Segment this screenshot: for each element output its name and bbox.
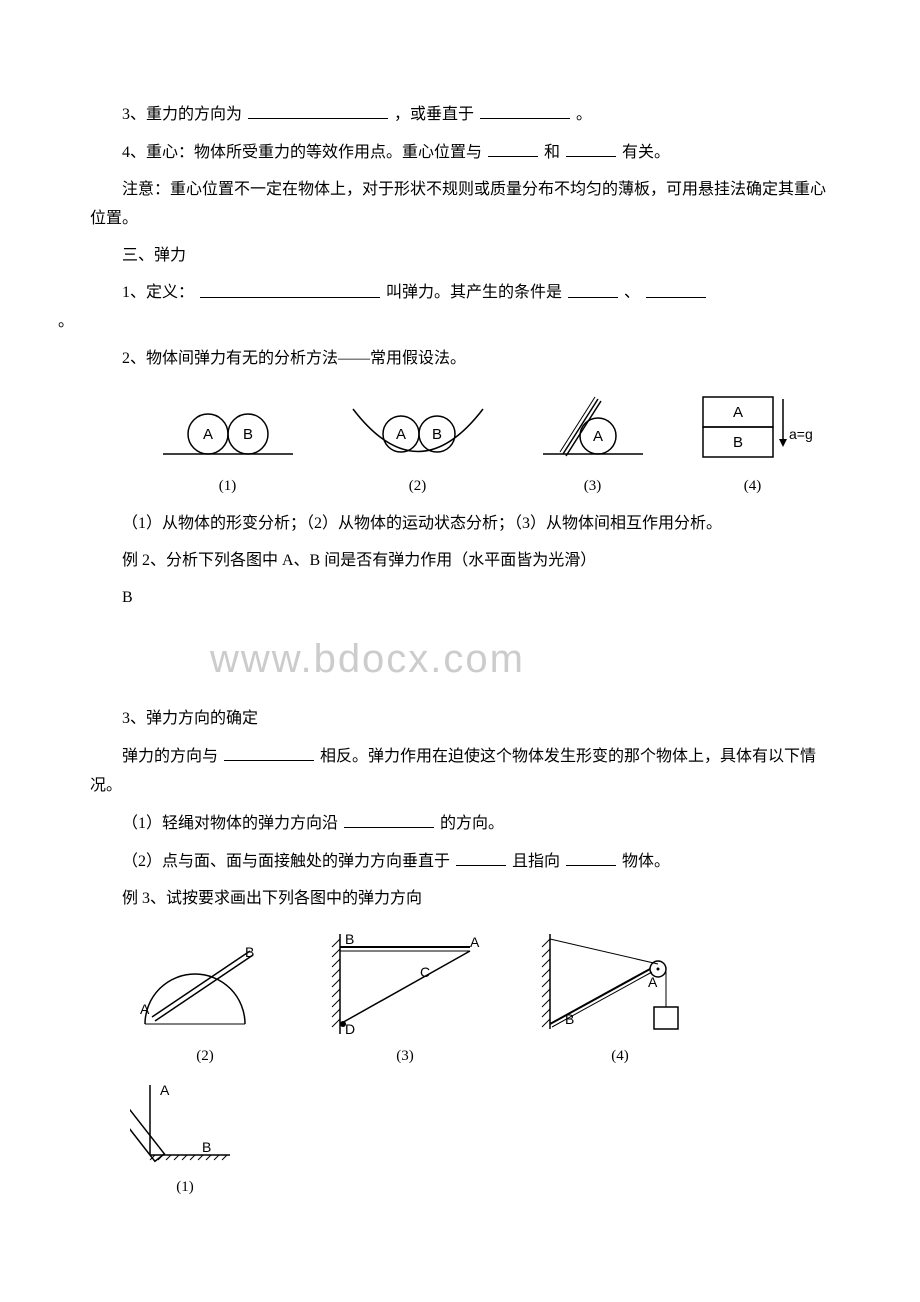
svg-text:A: A	[160, 1082, 170, 1098]
blank	[488, 138, 538, 157]
figure-row-elastic-analysis: A B (1) A B (2) A (3) A B	[140, 389, 830, 500]
diagram-rod-semicircle: A B	[130, 939, 280, 1039]
paragraph-example-2: 例 2、分析下列各图中 A、B 间是否有弹力作用（水平面皆为光滑）	[90, 547, 830, 576]
figure-caption: (1)	[158, 473, 298, 500]
text: 3、重力的方向为	[122, 106, 242, 123]
svg-text:B: B	[245, 944, 254, 960]
paragraph-definition: 1、定义： 叫弹力。其产生的条件是 、 。	[90, 278, 830, 337]
text: 且指向	[512, 853, 560, 870]
figure-4: A B a=g (4)	[693, 389, 813, 500]
text: 有关。	[622, 144, 670, 161]
diagram-two-circles-flat: A B	[158, 399, 298, 469]
text: 弹力的方向与	[122, 748, 218, 765]
blank	[646, 278, 706, 297]
figure-2: A B (2)	[343, 399, 493, 500]
text: 。	[58, 313, 74, 330]
heading-elastic-force: 三、弹力	[90, 242, 830, 271]
svg-text:D: D	[345, 1021, 355, 1037]
figure-b4: A B (4)	[530, 929, 710, 1070]
standalone-b: B	[90, 584, 830, 613]
figure-3: A (3)	[538, 394, 648, 500]
text: （2）点与面、面与面接触处的弹力方向垂直于	[122, 853, 450, 870]
figure-caption: (4)	[530, 1043, 710, 1070]
blank	[344, 809, 434, 828]
paragraph-direction-heading: 3、弹力方向的确定	[90, 705, 830, 734]
paragraph-note: 注意：重心位置不一定在物体上，对于形状不规则或质量分布不均匀的薄板，可用悬挂法确…	[90, 176, 830, 234]
svg-text:B: B	[431, 426, 441, 443]
text: 叫弹力。其产生的条件是	[386, 285, 562, 302]
diagram-stacked-boxes: A B a=g	[693, 389, 813, 469]
svg-text:A: A	[202, 426, 212, 443]
svg-text:B: B	[202, 1139, 211, 1155]
figure-row-elastic-direction-2: A B (1)	[130, 1080, 830, 1201]
watermark: www.bdocx.com	[210, 623, 830, 695]
svg-text:A: A	[395, 426, 405, 443]
svg-text:a=g: a=g	[789, 426, 813, 442]
text: 。	[576, 106, 592, 123]
svg-text:C: C	[420, 964, 430, 980]
text: 物体。	[622, 853, 670, 870]
blank	[566, 847, 616, 866]
figure-caption: (4)	[693, 473, 813, 500]
figure-caption: (2)	[343, 473, 493, 500]
text: ，或垂直于	[394, 106, 474, 123]
svg-text:A: A	[470, 934, 480, 950]
text: 和	[544, 144, 560, 161]
svg-text:A: A	[732, 404, 742, 421]
diagram-corner-rod: A B	[130, 1080, 240, 1170]
diagram-wall-bracket: B A C D	[320, 929, 490, 1039]
svg-text:B: B	[565, 1011, 574, 1027]
paragraph-gravity-direction: 3、重力的方向为 ，或垂直于 。	[90, 100, 830, 130]
figure-caption: (2)	[130, 1043, 280, 1070]
figure-caption: (3)	[320, 1043, 490, 1070]
svg-text:B: B	[732, 434, 742, 451]
svg-text:A: A	[648, 974, 658, 990]
text: 的方向。	[440, 815, 504, 832]
blank	[566, 138, 616, 157]
blank	[480, 100, 570, 119]
figure-caption: (1)	[130, 1174, 240, 1201]
diagram-circle-lean: A	[538, 394, 648, 469]
paragraph-direction-explain: 弹力的方向与 相反。弹力作用在迫使这个物体发生形变的那个物体上，具体有以下情况。	[90, 742, 830, 801]
paragraph-analysis-method: 2、物体间弹力有无的分析方法——常用假设法。	[90, 345, 830, 374]
diagram-two-circles-bowl: A B	[343, 399, 493, 469]
svg-text:A: A	[140, 1001, 150, 1017]
figure-caption: (3)	[538, 473, 648, 500]
figure-b3: B A C D (3)	[320, 929, 490, 1070]
figure-b2: A B (2)	[130, 939, 280, 1070]
paragraph-center-of-gravity: 4、重心：物体所受重力的等效作用点。重心位置与 和 有关。	[90, 138, 830, 168]
svg-text:B: B	[242, 426, 252, 443]
paragraph-example-3: 例 3、试按要求画出下列各图中的弹力方向	[90, 885, 830, 914]
figure-row-elastic-direction: A B (2) B A C D (3)	[130, 929, 830, 1070]
blank	[248, 100, 388, 119]
text: 4、重心：物体所受重力的等效作用点。重心位置与	[122, 144, 482, 161]
blank	[200, 278, 380, 297]
blank	[568, 278, 618, 297]
figure-b1: A B (1)	[130, 1080, 240, 1201]
blank	[456, 847, 506, 866]
text: 1、定义：	[122, 285, 194, 302]
svg-text:B: B	[345, 931, 354, 947]
paragraph-analysis-types: （1）从物体的形变分析；（2）从物体的运动状态分析；（3）从物体间相互作用分析。	[90, 510, 830, 539]
text: （1）轻绳对物体的弹力方向沿	[122, 815, 338, 832]
diagram-pulley: A B	[530, 929, 710, 1039]
blank	[224, 742, 314, 761]
text: 、	[624, 285, 640, 302]
figure-1: A B (1)	[158, 399, 298, 500]
paragraph-surface-direction: （2）点与面、面与面接触处的弹力方向垂直于 且指向 物体。	[90, 847, 830, 877]
svg-text:A: A	[592, 428, 602, 445]
paragraph-rope-direction: （1）轻绳对物体的弹力方向沿 的方向。	[90, 809, 830, 839]
